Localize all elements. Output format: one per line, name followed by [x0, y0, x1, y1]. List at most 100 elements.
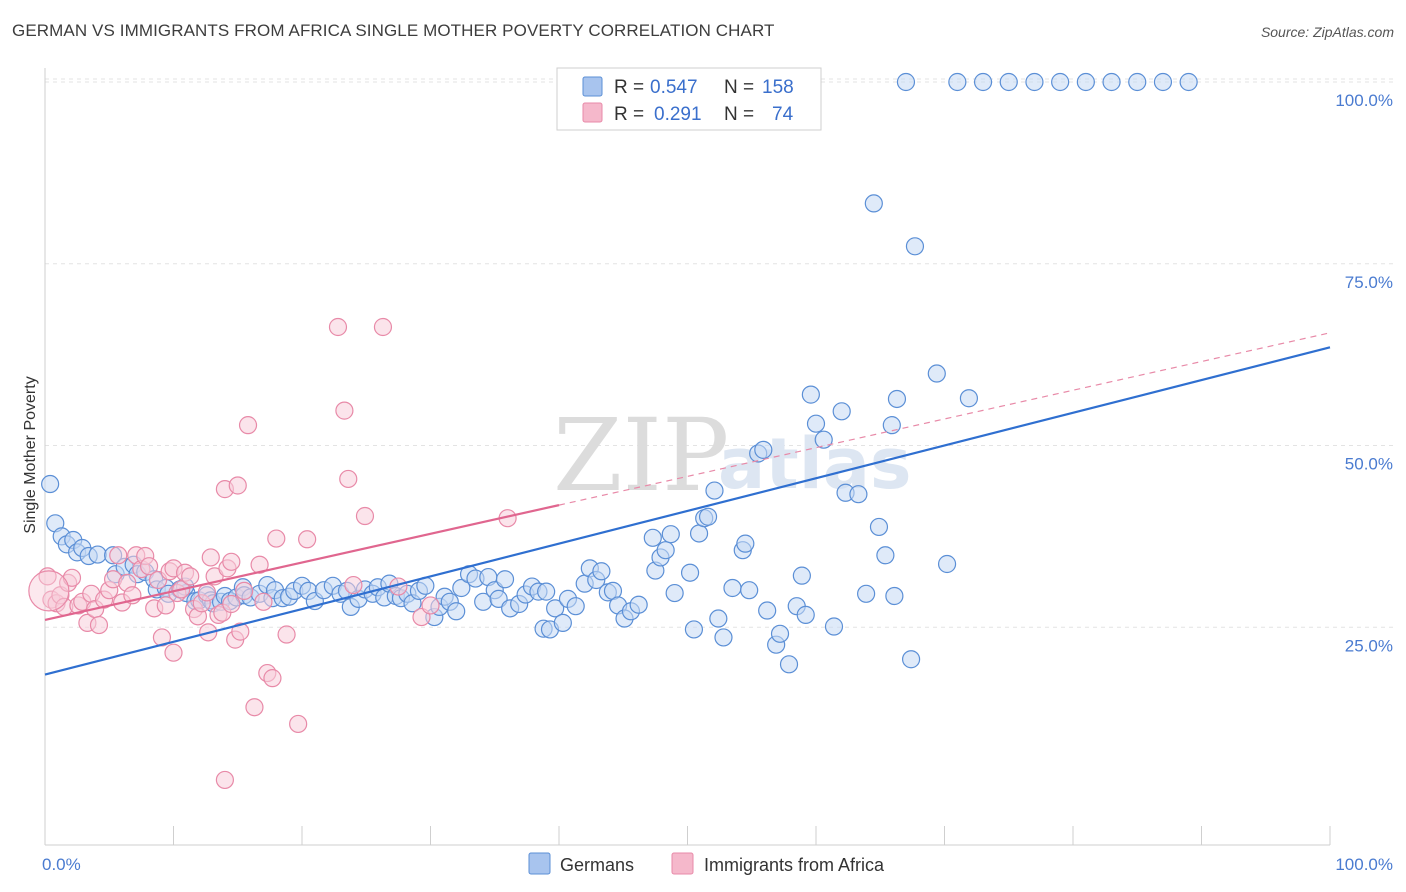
watermark-zip: ZIP	[553, 397, 729, 514]
legend-r-label-germans: R =	[614, 77, 644, 98]
point-germans	[885, 586, 904, 606]
point-germans	[665, 583, 684, 603]
point-germans	[684, 620, 704, 639]
point-germans	[779, 655, 799, 674]
legend-swatch-germans	[582, 76, 603, 97]
point-africa	[222, 594, 241, 614]
point-germans	[905, 237, 925, 256]
point-germans	[656, 541, 675, 560]
point-germans	[447, 602, 466, 621]
bottom-legend: Germans Immigrants from Africa	[528, 852, 885, 875]
point-germans	[832, 402, 851, 421]
point-germans	[801, 385, 820, 404]
point-africa	[215, 770, 234, 790]
point-germans	[553, 613, 572, 632]
point-africa	[421, 596, 440, 615]
point-africa	[289, 714, 308, 734]
point-africa	[355, 506, 375, 526]
point-germans	[959, 389, 979, 408]
watermark: ZIP atlas	[553, 397, 912, 514]
legend-r-value-africa: 0.291	[654, 104, 702, 125]
trend-lines	[44, 332, 1331, 676]
legend-r-label-africa: R =	[614, 104, 644, 125]
x-tick-max: 100.0%	[1335, 855, 1393, 874]
point-germans	[857, 584, 876, 603]
y-tick-label: 100.0%	[1335, 91, 1393, 110]
point-germans	[723, 578, 742, 598]
point-germans	[876, 546, 895, 565]
point-germans	[973, 72, 993, 92]
point-africa	[277, 625, 296, 644]
point-germans	[88, 545, 107, 564]
point-germans	[698, 507, 718, 526]
point-africa	[339, 469, 358, 489]
legend: R = 0.547 N = 158 R = 0.291 N = 74	[556, 67, 822, 131]
legend-r-value-germans: 0.547	[650, 77, 698, 98]
point-germans	[796, 605, 815, 624]
point-germans	[937, 554, 957, 574]
point-africa	[267, 529, 286, 548]
point-germans	[1051, 72, 1070, 92]
point-germans	[643, 528, 662, 547]
point-germans	[689, 524, 709, 543]
point-germans	[869, 517, 889, 537]
point-germans	[927, 364, 946, 383]
point-africa	[254, 592, 273, 611]
point-germans	[882, 416, 901, 435]
point-germans	[680, 563, 700, 582]
point-africa	[328, 317, 348, 337]
point-germans	[1102, 72, 1121, 92]
legend-n-label-germans: N =	[724, 77, 754, 98]
watermark-atlas: atlas	[718, 423, 912, 505]
point-africa	[263, 669, 282, 688]
point-germans	[948, 72, 967, 92]
point-africa	[231, 622, 250, 641]
point-germans	[806, 414, 826, 433]
point-germans	[546, 599, 565, 618]
point-germans	[864, 194, 883, 213]
point-germans	[1076, 72, 1095, 92]
point-germans	[736, 534, 755, 553]
point-africa	[109, 546, 128, 565]
point-germans	[758, 601, 777, 620]
point-germans	[1179, 72, 1198, 92]
point-germans	[1025, 72, 1044, 92]
point-africa	[298, 530, 317, 549]
point-germans	[537, 582, 556, 601]
point-africa-cluster	[28, 570, 70, 612]
point-africa	[245, 698, 264, 717]
point-africa	[250, 555, 269, 574]
legend-n-value-germans: 158	[762, 77, 794, 98]
point-germans	[849, 485, 868, 504]
point-africa	[156, 596, 175, 615]
y-tick-labels: 25.0% 50.0% 75.0% 100.0%	[1335, 91, 1393, 655]
axes	[44, 68, 1331, 846]
point-germans	[661, 525, 680, 544]
point-germans	[709, 609, 728, 628]
point-africa	[222, 552, 241, 571]
x-tick-min: 0.0%	[42, 855, 81, 874]
trend-line-africa	[44, 504, 560, 622]
point-germans	[792, 566, 811, 585]
point-africa	[373, 317, 393, 337]
bottom-legend-swatch-germans	[528, 852, 551, 875]
point-germans	[824, 617, 844, 636]
legend-swatch-africa	[582, 102, 603, 123]
point-germans	[754, 440, 773, 459]
point-germans	[770, 624, 790, 643]
point-germans	[592, 562, 611, 581]
point-germans	[705, 481, 724, 500]
point-germans	[896, 72, 916, 92]
point-africa	[201, 548, 220, 567]
point-africa	[344, 575, 363, 595]
point-germans	[1153, 72, 1173, 92]
point-africa	[139, 557, 159, 576]
point-germans	[452, 578, 471, 598]
point-africa	[335, 401, 354, 420]
point-germans	[566, 597, 585, 616]
y-tick-label: 50.0%	[1345, 455, 1393, 474]
point-germans	[495, 570, 515, 589]
legend-n-label-africa: N =	[724, 104, 754, 125]
point-germans	[814, 430, 833, 449]
point-germans	[714, 628, 733, 647]
